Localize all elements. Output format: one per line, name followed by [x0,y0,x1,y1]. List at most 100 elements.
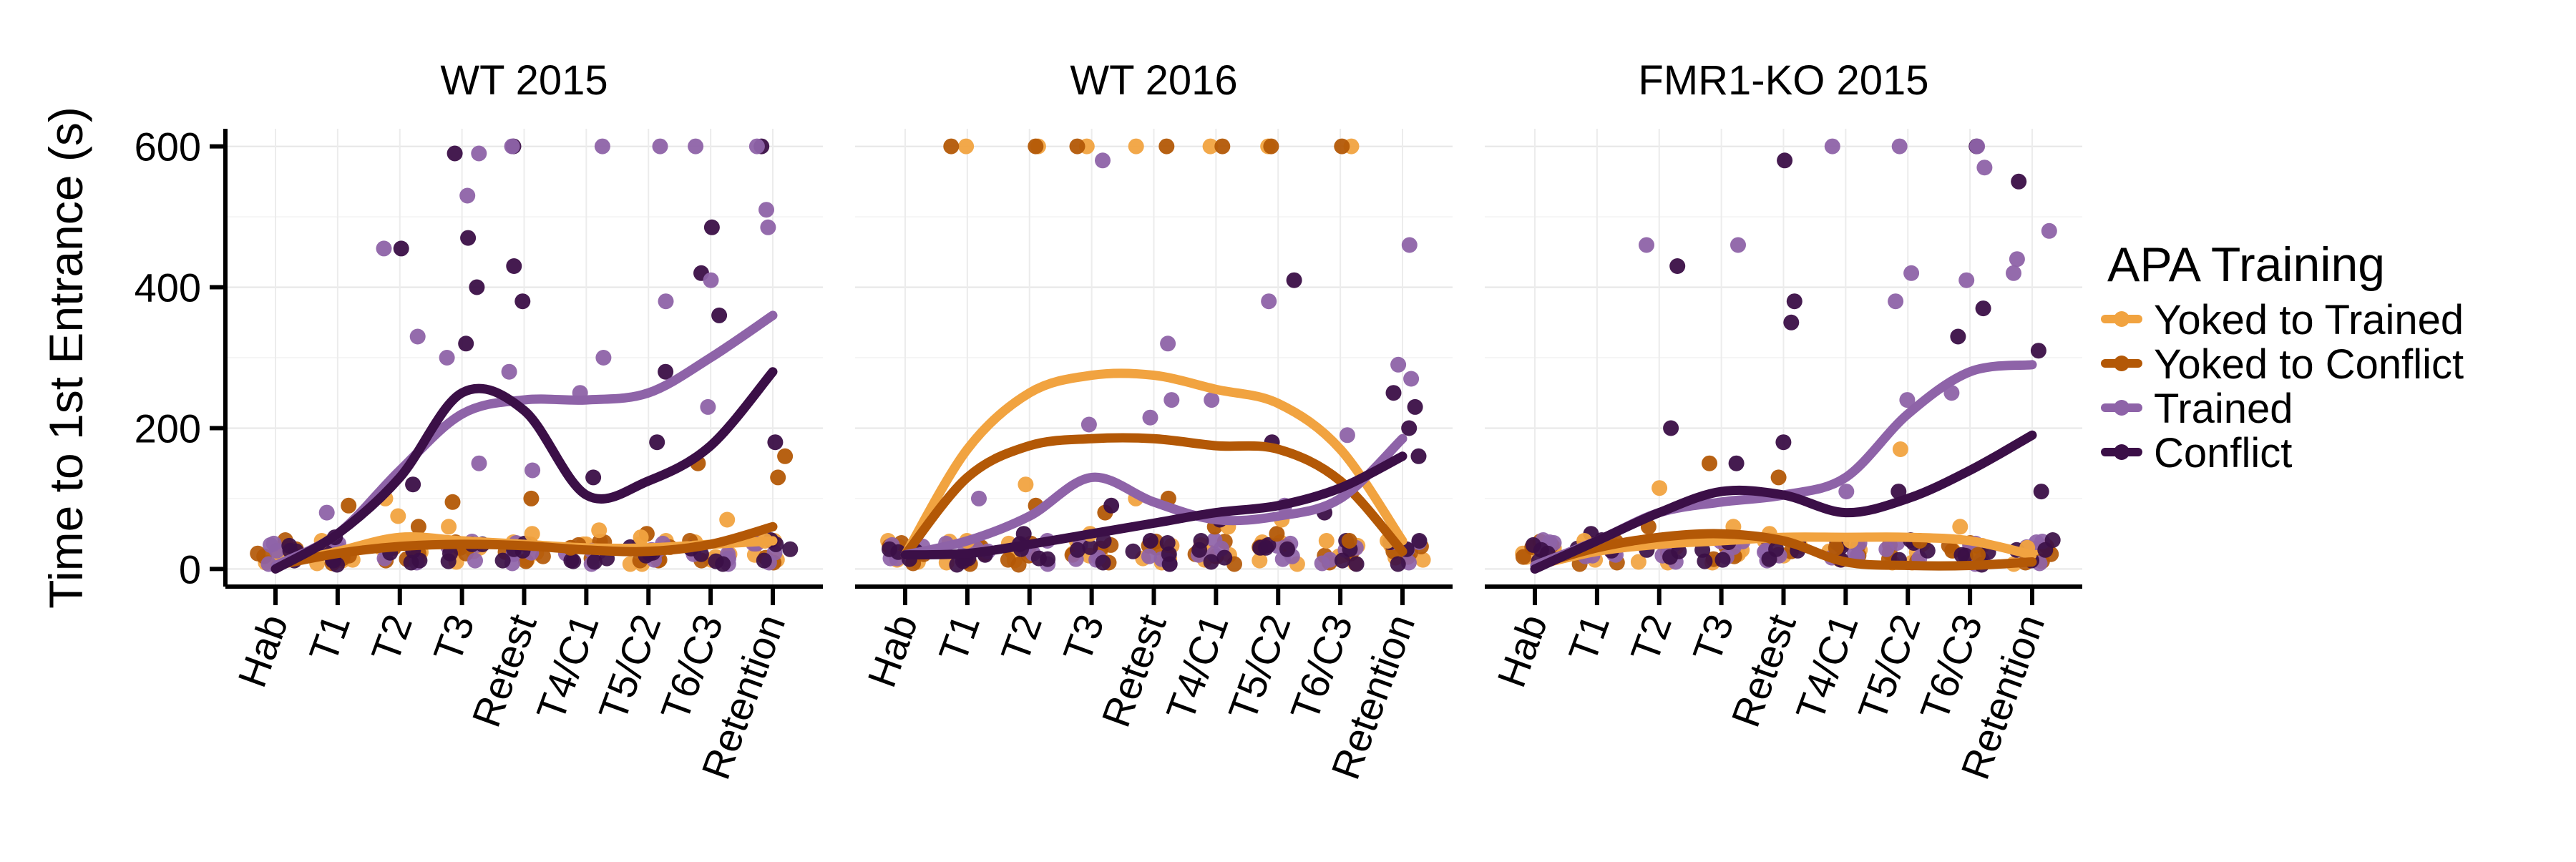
legend-key-dot [2114,311,2129,327]
data-point [708,553,724,569]
trend-line [900,451,1407,560]
data-point [585,469,602,486]
data-point [1390,556,1406,572]
trend-line [1530,529,2037,571]
y-axis-title: Time to 1st Entrance (s) [39,107,92,609]
data-point [405,476,421,493]
data-point [563,552,580,569]
data-point [1339,427,1355,444]
x-tick-label: T1 [930,609,989,668]
data-point [1730,237,1746,253]
data-point [782,541,799,557]
data-point [535,548,551,564]
data-point [1141,548,1157,564]
data-point [1203,554,1219,570]
data-point [1191,542,1208,558]
data-point [719,511,736,528]
y-tick-label: 0 [179,547,201,592]
data-point [1214,138,1231,155]
data-point [1786,293,1802,310]
data-point [494,552,511,569]
data-point [1028,138,1044,155]
data-point [439,350,455,366]
data-point [658,293,674,310]
data-point [1950,328,1966,345]
data-point [594,138,610,155]
data-point [703,272,719,288]
data-point [1318,533,1335,549]
data-point [1095,554,1111,571]
data-point [1269,526,1285,542]
data-point [1260,537,1277,553]
data-point [1082,539,1098,555]
data-point [958,138,975,155]
data-point [1415,552,1431,568]
trend-line [1530,430,2037,574]
data-point [2033,484,2049,500]
data-point [501,363,517,380]
data-point [523,490,540,506]
data-point [1261,293,1277,310]
data-point [1142,409,1158,426]
data-point [1103,497,1120,514]
data-point [1975,300,1991,317]
trend-line [900,368,1407,560]
data-point [649,434,665,451]
data-point [688,138,704,155]
data-point [469,279,485,295]
data-point [767,434,784,451]
data-point [1348,556,1365,572]
data-point [2041,222,2057,239]
data-point [514,293,531,310]
legend-label: Trained [2154,386,2293,432]
data-point [1263,138,1279,155]
data-point [1286,272,1302,288]
data-point [1411,533,1428,549]
data-point [1161,556,1178,572]
data-point [390,508,406,524]
data-point [1969,138,1986,155]
data-point [2030,343,2046,359]
data-point [1341,533,1357,549]
data-point [250,545,266,562]
data-point [658,363,674,380]
data-point [652,138,668,155]
data-point [756,552,772,569]
data-point [265,535,282,552]
x-tick-label: T3 [424,609,483,668]
data-point [1958,272,1975,288]
legend-label: Yoked to Trained [2154,297,2464,343]
data-point [1407,398,1423,415]
data-point [1525,537,1541,553]
data-point [1010,557,1027,573]
data-point [758,202,774,218]
data-point [1158,138,1175,155]
data-point [1128,138,1144,155]
data-point [1838,484,1855,500]
facet-title: WT 2015 [440,57,608,104]
x-tick-label: T3 [1054,609,1113,668]
data-point [442,545,458,562]
data-point [1403,371,1420,387]
data-point [1824,138,1840,155]
y-tick-label: 400 [135,265,201,310]
legend-key-dot [2114,444,2129,460]
data-point [409,328,426,345]
data-point [1728,455,1745,471]
data-point [760,219,776,235]
data-point [1669,258,1686,274]
trend-line [270,367,778,574]
data-point [1204,392,1220,408]
data-point [467,552,483,569]
data-point [441,519,457,535]
data-point [1714,552,1731,568]
data-point [1976,160,1993,176]
x-tick-label: Hab [1488,609,1556,693]
x-tick-label: T1 [301,609,359,668]
data-point [1702,455,1717,471]
data-point [1401,237,1418,253]
